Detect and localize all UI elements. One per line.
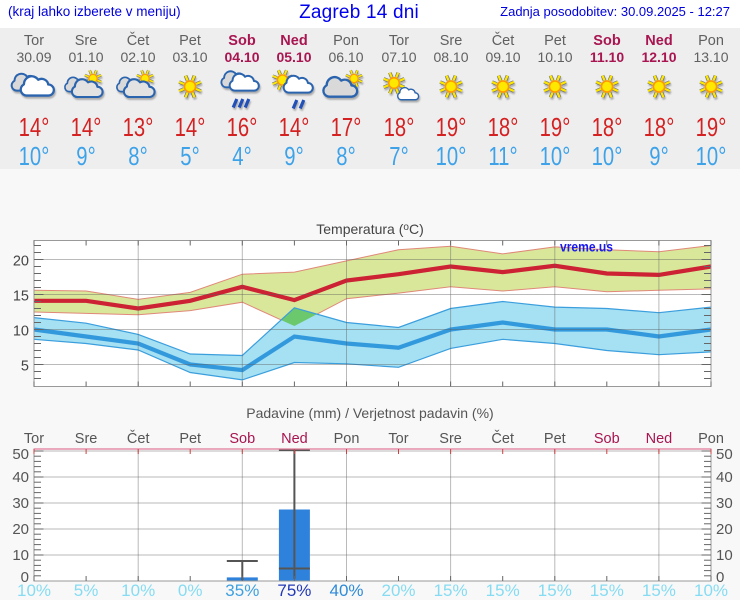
- svg-text:30: 30: [12, 495, 29, 512]
- svg-text:40: 40: [716, 469, 733, 486]
- svg-text:75%: 75%: [277, 581, 311, 600]
- svg-text:Sob: Sob: [594, 431, 620, 447]
- svg-text:Ned: Ned: [281, 431, 308, 447]
- svg-text:Ned: Ned: [646, 431, 673, 447]
- svg-text:Pet: Pet: [179, 431, 201, 447]
- svg-text:15%: 15%: [538, 581, 572, 600]
- svg-text:Sre: Sre: [75, 431, 98, 447]
- svg-text:Pon: Pon: [698, 431, 724, 447]
- svg-text:10: 10: [716, 547, 733, 564]
- svg-text:0%: 0%: [178, 581, 203, 600]
- svg-text:Sob: Sob: [229, 431, 255, 447]
- svg-text:Čet: Čet: [491, 430, 514, 447]
- svg-text:15: 15: [13, 289, 29, 305]
- svg-text:Čet: Čet: [127, 430, 150, 447]
- svg-text:15%: 15%: [434, 581, 468, 600]
- svg-text:5%: 5%: [74, 581, 99, 600]
- svg-text:10%: 10%: [17, 581, 51, 600]
- svg-text:35%: 35%: [225, 581, 259, 600]
- svg-text:15%: 15%: [642, 581, 676, 600]
- svg-text:10%: 10%: [121, 581, 155, 600]
- svg-text:40%: 40%: [329, 581, 363, 600]
- svg-text:20: 20: [12, 521, 29, 538]
- svg-text:5: 5: [21, 359, 29, 375]
- svg-text:10%: 10%: [694, 581, 728, 600]
- svg-text:Pet: Pet: [544, 431, 566, 447]
- svg-text:Padavine (mm) / Verjetnost pad: Padavine (mm) / Verjetnost padavin (%): [246, 405, 493, 421]
- svg-text:50: 50: [12, 446, 29, 463]
- svg-text:10: 10: [13, 324, 29, 340]
- svg-text:Tor: Tor: [24, 431, 44, 447]
- svg-text:20: 20: [13, 254, 29, 270]
- svg-text:10: 10: [12, 547, 29, 564]
- svg-text:Temperatura (oC): Temperatura (oC): [316, 221, 424, 237]
- svg-text:Sre: Sre: [439, 431, 462, 447]
- svg-text:0: 0: [716, 569, 724, 586]
- svg-text:vreme.us: vreme.us: [560, 239, 613, 255]
- svg-text:15%: 15%: [486, 581, 520, 600]
- svg-text:20: 20: [716, 521, 733, 538]
- svg-text:50: 50: [716, 446, 733, 463]
- svg-text:15%: 15%: [590, 581, 624, 600]
- svg-text:30: 30: [716, 495, 733, 512]
- svg-text:0: 0: [21, 569, 29, 586]
- svg-text:20%: 20%: [381, 581, 415, 600]
- svg-text:40: 40: [12, 469, 29, 486]
- svg-text:Pon: Pon: [334, 431, 360, 447]
- svg-text:Tor: Tor: [388, 431, 408, 447]
